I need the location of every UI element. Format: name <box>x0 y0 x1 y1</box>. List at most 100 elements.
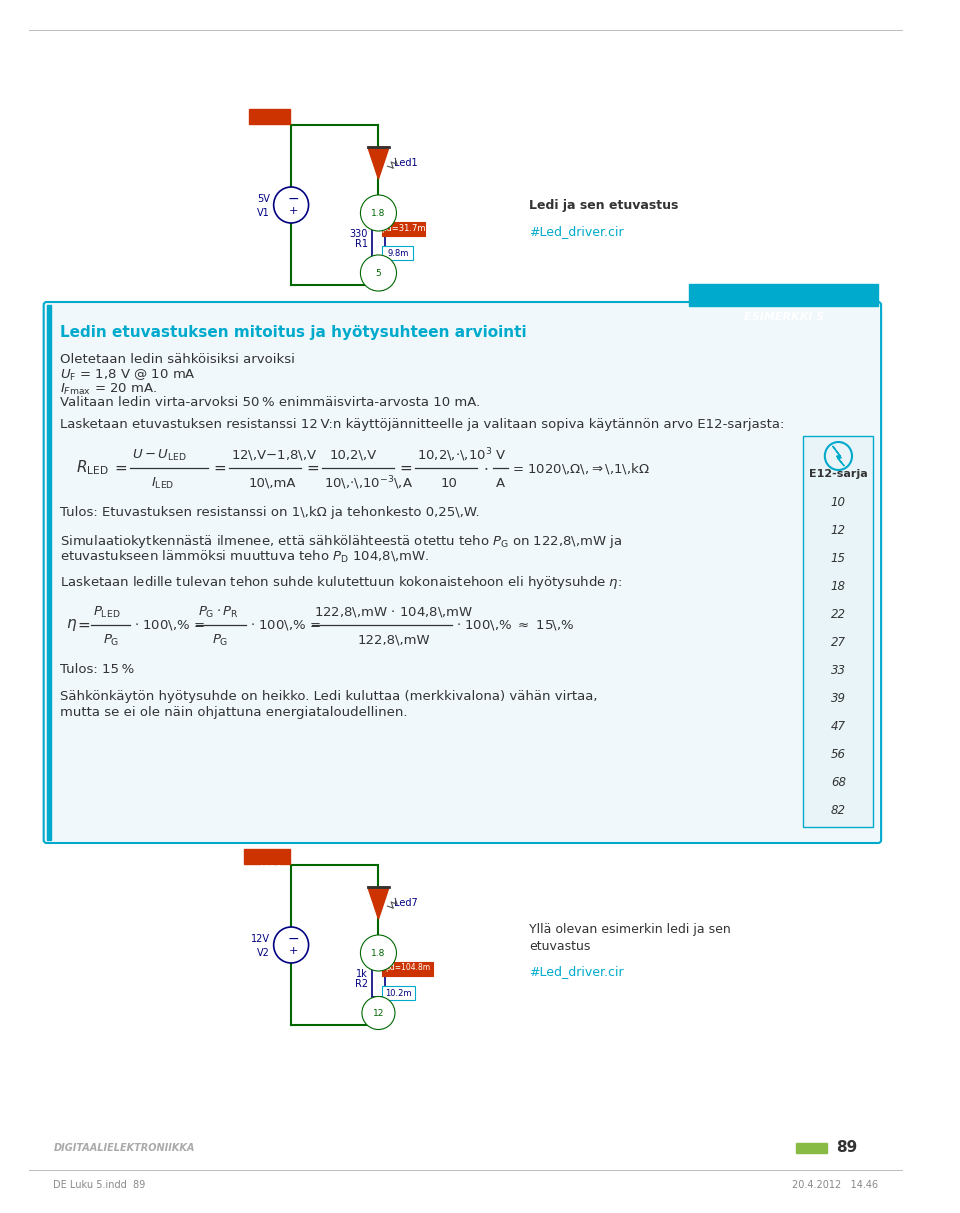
Text: +: + <box>288 946 298 956</box>
Text: 10.2m: 10.2m <box>386 989 412 997</box>
Circle shape <box>374 281 382 289</box>
Text: Ledi ja sen etuvastus: Ledi ja sen etuvastus <box>529 199 678 211</box>
Text: 82: 82 <box>831 804 846 818</box>
Text: 12\,V$-$1,8\,V: 12\,V$-$1,8\,V <box>231 448 318 462</box>
Text: 39: 39 <box>831 693 846 705</box>
Text: 10,2\,V: 10,2\,V <box>330 449 377 461</box>
Text: 10,2\,$\cdot$\,10$^{3}$: 10,2\,$\cdot$\,10$^{3}$ <box>418 446 492 463</box>
Text: Lasketaan ledille tulevan tehon suhde kulutettuun kokonaistehoon eli hyötysuhde : Lasketaan ledille tulevan tehon suhde ku… <box>60 574 622 591</box>
Text: Oletetaan ledin sähköisiksi arvoiksi: Oletetaan ledin sähköisiksi arvoiksi <box>60 353 295 366</box>
Bar <box>689 284 878 306</box>
Text: 1k: 1k <box>356 969 368 979</box>
Text: =: = <box>78 617 90 632</box>
Text: $\cdot$ 100\,% =: $\cdot$ 100\,% = <box>251 617 322 632</box>
Text: 22: 22 <box>831 608 846 621</box>
Text: DE Luku 5.indd  89: DE Luku 5.indd 89 <box>54 1180 146 1190</box>
Text: 89: 89 <box>836 1140 857 1156</box>
Text: 10\,mA: 10\,mA <box>249 477 296 490</box>
Text: pd=104.8m: pd=104.8m <box>385 963 430 973</box>
Text: =: = <box>306 461 320 475</box>
Text: #Led_driver.cir: #Led_driver.cir <box>529 966 623 979</box>
Text: Led7: Led7 <box>394 898 418 909</box>
Polygon shape <box>368 887 389 919</box>
Text: #Led_driver.cir: #Led_driver.cir <box>529 226 623 239</box>
Text: mutta se ei ole näin ohjattuna energiataloudellinen.: mutta se ei ole näin ohjattuna energiata… <box>60 706 408 719</box>
Text: $U - U_{\mathrm{LED}}$: $U - U_{\mathrm{LED}}$ <box>132 448 187 462</box>
Text: $R_{\mathrm{LED}}$: $R_{\mathrm{LED}}$ <box>76 459 108 478</box>
FancyBboxPatch shape <box>382 962 433 976</box>
Text: $\eta$: $\eta$ <box>66 617 77 633</box>
Text: A: A <box>496 477 505 490</box>
Text: pd=31.7m: pd=31.7m <box>381 223 426 233</box>
Text: 1.8: 1.8 <box>372 209 386 217</box>
Text: $P_{\mathrm{G}}$: $P_{\mathrm{G}}$ <box>211 632 228 648</box>
Text: V2: V2 <box>257 949 270 958</box>
FancyBboxPatch shape <box>250 109 290 124</box>
Text: −: − <box>287 192 299 206</box>
Text: etuvastus: etuvastus <box>529 940 590 952</box>
Circle shape <box>274 187 308 223</box>
FancyBboxPatch shape <box>382 246 414 260</box>
Text: Sähkönkäytön hyötysuhde on heikko. Ledi kuluttaa (merkkivalona) vähän virtaa,: Sähkönkäytön hyötysuhde on heikko. Ledi … <box>60 690 598 704</box>
Text: 9.8m: 9.8m <box>387 249 409 257</box>
Polygon shape <box>368 147 389 180</box>
Text: 122,8\,mW: 122,8\,mW <box>357 633 430 647</box>
Text: 5V: 5V <box>257 194 270 204</box>
Text: 12: 12 <box>831 524 846 536</box>
Text: 5: 5 <box>375 268 381 278</box>
Text: Yllä olevan esimerkin ledi ja sen: Yllä olevan esimerkin ledi ja sen <box>529 923 731 936</box>
Text: =: = <box>114 461 128 475</box>
Text: Led1: Led1 <box>394 158 418 167</box>
Text: 15: 15 <box>831 552 846 565</box>
Bar <box>372 223 385 257</box>
Text: $P_{\mathrm{G}} \cdot P_{\mathrm{R}}$: $P_{\mathrm{G}} \cdot P_{\mathrm{R}}$ <box>198 604 239 620</box>
Text: Ledin etuvastuksen mitoitus ja hyötysuhteen arviointi: Ledin etuvastuksen mitoitus ja hyötysuht… <box>60 325 527 340</box>
Text: =: = <box>213 461 227 475</box>
Text: 18: 18 <box>831 580 846 593</box>
FancyBboxPatch shape <box>244 849 290 864</box>
Text: $P_{\mathrm{G}}$: $P_{\mathrm{G}}$ <box>103 632 119 648</box>
FancyBboxPatch shape <box>382 986 416 1000</box>
Text: +: + <box>288 206 298 216</box>
Text: 1.8: 1.8 <box>372 949 386 957</box>
Text: DIGITAALIELEKTRONIIKKA: DIGITAALIELEKTRONIIKKA <box>54 1143 195 1154</box>
Text: 122,8\,mW $\cdot$ 104,8\,mW: 122,8\,mW $\cdot$ 104,8\,mW <box>315 605 474 619</box>
Text: 10: 10 <box>831 496 846 508</box>
Text: 12: 12 <box>372 1008 384 1018</box>
Bar <box>372 963 385 997</box>
Text: Simulaatiokytkennästä ilmenee, että sähkölähteestä otettu teho $P_{\mathrm{G}}$ : Simulaatiokytkennästä ilmenee, että sähk… <box>60 533 622 549</box>
Text: $U_{\mathrm{F}}$ = 1,8 V @ 10 mA: $U_{\mathrm{F}}$ = 1,8 V @ 10 mA <box>60 368 196 383</box>
Text: E12-sarja: E12-sarja <box>809 469 868 479</box>
Text: V1: V1 <box>257 207 270 218</box>
FancyBboxPatch shape <box>382 222 425 237</box>
Text: $I_{\mathrm{LED}}$: $I_{\mathrm{LED}}$ <box>152 475 175 490</box>
Text: R2: R2 <box>354 979 368 989</box>
Text: ESIMERKKI 5: ESIMERKKI 5 <box>744 312 824 321</box>
Text: pg=49m: pg=49m <box>253 125 286 135</box>
FancyBboxPatch shape <box>804 435 874 827</box>
Circle shape <box>374 1021 382 1029</box>
Text: 56: 56 <box>831 748 846 762</box>
Text: 12V: 12V <box>251 934 270 944</box>
Text: 10\,$\cdot$\,10$^{-3}$\,A: 10\,$\cdot$\,10$^{-3}$\,A <box>324 474 413 491</box>
Text: 330: 330 <box>349 229 368 239</box>
Text: =: = <box>399 461 413 475</box>
Text: $I_{F\mathrm{max}}$ = 20 mA.: $I_{F\mathrm{max}}$ = 20 mA. <box>60 382 157 397</box>
Text: 10: 10 <box>441 477 457 490</box>
Bar <box>47 304 52 839</box>
Text: 27: 27 <box>831 636 846 649</box>
Text: 33: 33 <box>831 664 846 677</box>
Text: $P_{\mathrm{LED}}$: $P_{\mathrm{LED}}$ <box>93 604 121 620</box>
Text: pg=122.8m: pg=122.8m <box>245 866 289 875</box>
Text: $\cdot$ 100\,% $\approx$ 15\,%: $\cdot$ 100\,% $\approx$ 15\,% <box>456 617 574 632</box>
Bar <box>796 1143 827 1154</box>
Text: $\cdot$: $\cdot$ <box>483 461 489 475</box>
Text: Tulos: Etuvastuksen resistanssi on 1\,kΩ ja tehonkesto 0,25\,W.: Tulos: Etuvastuksen resistanssi on 1\,kΩ… <box>60 506 480 519</box>
Text: etuvastukseen lämmöksi muuttuva teho $P_{\mathrm{D}}$ 104,8\,mW.: etuvastukseen lämmöksi muuttuva teho $P_… <box>60 549 430 565</box>
Circle shape <box>274 927 308 963</box>
Text: $\cdot$ 100\,% =: $\cdot$ 100\,% = <box>133 617 204 632</box>
Text: = 1020\,Ω\,$\Rightarrow$\,1\,kΩ: = 1020\,Ω\,$\Rightarrow$\,1\,kΩ <box>513 461 650 475</box>
Polygon shape <box>832 446 844 466</box>
Text: Valitaan ledin virta-arvoksi 50 % enimmäisvirta-arvosta 10 mA.: Valitaan ledin virta-arvoksi 50 % enimmä… <box>60 395 480 409</box>
Text: −: − <box>287 932 299 946</box>
